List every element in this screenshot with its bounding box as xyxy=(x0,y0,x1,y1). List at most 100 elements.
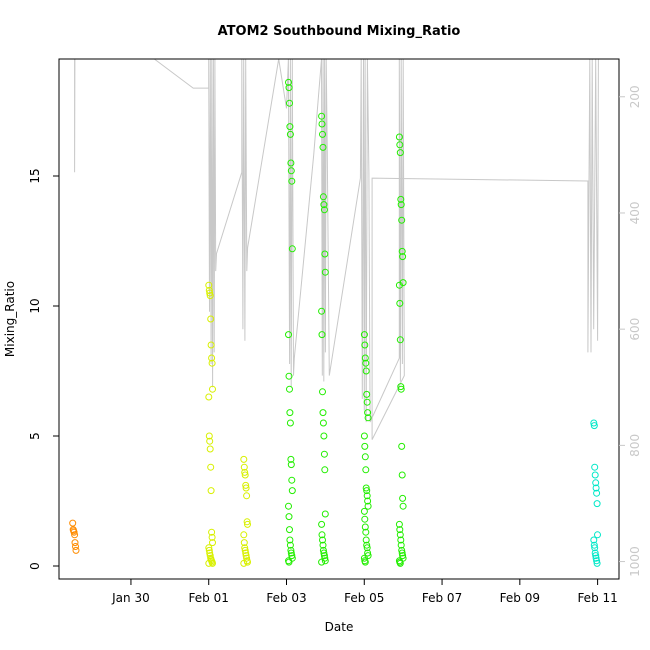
data-point xyxy=(593,557,601,565)
data-point xyxy=(592,552,600,560)
data-point xyxy=(318,520,326,528)
data-point xyxy=(287,167,295,175)
data-point xyxy=(590,419,598,427)
data-point xyxy=(396,559,404,567)
data-point xyxy=(288,177,296,185)
data-point xyxy=(321,268,329,276)
y2-tick-label: 800 xyxy=(628,434,642,457)
data-point xyxy=(209,385,216,393)
data-point xyxy=(287,455,295,463)
data-point xyxy=(397,201,405,209)
data-point xyxy=(320,206,328,214)
data-point xyxy=(363,544,371,552)
data-point xyxy=(208,354,216,362)
data-point xyxy=(591,463,599,471)
data-point xyxy=(318,307,326,315)
data-point xyxy=(396,531,404,539)
y-axis-label: Mixing_Ratio xyxy=(3,281,17,357)
data-point xyxy=(397,383,405,391)
data-point xyxy=(206,289,214,297)
pressure-track-layer xyxy=(74,58,599,440)
y2-tick-label: 400 xyxy=(628,202,642,225)
data-point xyxy=(286,409,294,417)
y-tick-label: 10 xyxy=(28,298,42,313)
data-point xyxy=(205,544,213,552)
data-point xyxy=(398,442,406,450)
data-point xyxy=(286,130,294,138)
data-point xyxy=(591,544,599,552)
data-point xyxy=(72,543,79,550)
data-point xyxy=(319,541,327,549)
data-point xyxy=(206,437,214,445)
data-point xyxy=(395,133,403,141)
data-point xyxy=(361,523,369,531)
data-point xyxy=(319,409,327,417)
x-tick-label: Jan 30 xyxy=(111,591,150,605)
data-point xyxy=(71,531,79,539)
data-point xyxy=(398,471,406,479)
x-tick-label: Feb 09 xyxy=(500,591,540,605)
data-point xyxy=(396,299,404,307)
data-point xyxy=(205,286,213,294)
data-point xyxy=(363,492,371,500)
data-point xyxy=(286,385,293,393)
data-point xyxy=(244,558,251,566)
data-point xyxy=(205,559,213,567)
data-point xyxy=(318,531,326,539)
data-point xyxy=(242,549,250,557)
data-point xyxy=(209,539,216,547)
data-point xyxy=(72,546,80,554)
data-point xyxy=(360,331,368,339)
data-point xyxy=(590,536,598,544)
data-point xyxy=(397,541,405,549)
data-point xyxy=(287,549,295,557)
data-point xyxy=(592,484,600,492)
data-point xyxy=(362,367,370,375)
data-point xyxy=(321,557,329,565)
data-point xyxy=(285,513,293,521)
data-point xyxy=(399,552,407,560)
data-point xyxy=(399,253,407,261)
y-tick-label: 15 xyxy=(28,168,42,183)
data-point xyxy=(207,487,215,495)
data-point xyxy=(361,558,369,566)
data-point xyxy=(241,471,249,479)
data-point xyxy=(395,281,403,289)
plot-area-frame xyxy=(58,58,620,580)
data-point xyxy=(207,341,215,349)
data-point xyxy=(362,536,370,544)
data-point xyxy=(286,419,294,427)
x-axis-label: Date xyxy=(325,620,354,634)
data-point xyxy=(206,445,214,453)
data-point xyxy=(319,143,327,151)
data-point xyxy=(362,359,370,367)
data-point xyxy=(361,453,369,461)
data-point xyxy=(361,515,369,523)
data-point xyxy=(286,526,293,534)
data-point xyxy=(320,432,328,440)
y-axis-right: 200 400 600 800 1000 xyxy=(619,85,642,577)
data-point xyxy=(288,245,296,253)
data-point xyxy=(287,159,295,167)
data-point xyxy=(208,533,216,541)
data-point xyxy=(319,536,326,544)
data-point xyxy=(397,536,405,544)
data-point xyxy=(360,554,368,562)
data-point xyxy=(396,149,404,157)
data-point xyxy=(240,539,248,547)
x-tick-label: Feb 03 xyxy=(266,591,306,605)
data-point xyxy=(361,341,369,349)
data-point xyxy=(399,494,407,502)
x-tick-label: Feb 01 xyxy=(189,591,229,605)
data-point xyxy=(363,541,371,549)
data-point xyxy=(399,502,407,510)
data-point xyxy=(206,549,214,557)
data-point xyxy=(398,216,406,224)
data-point xyxy=(244,520,251,528)
data-point xyxy=(362,466,370,474)
data-point xyxy=(591,549,599,557)
data-point xyxy=(364,502,372,510)
y2-tick-label: 200 xyxy=(628,85,642,108)
data-point xyxy=(318,120,326,128)
